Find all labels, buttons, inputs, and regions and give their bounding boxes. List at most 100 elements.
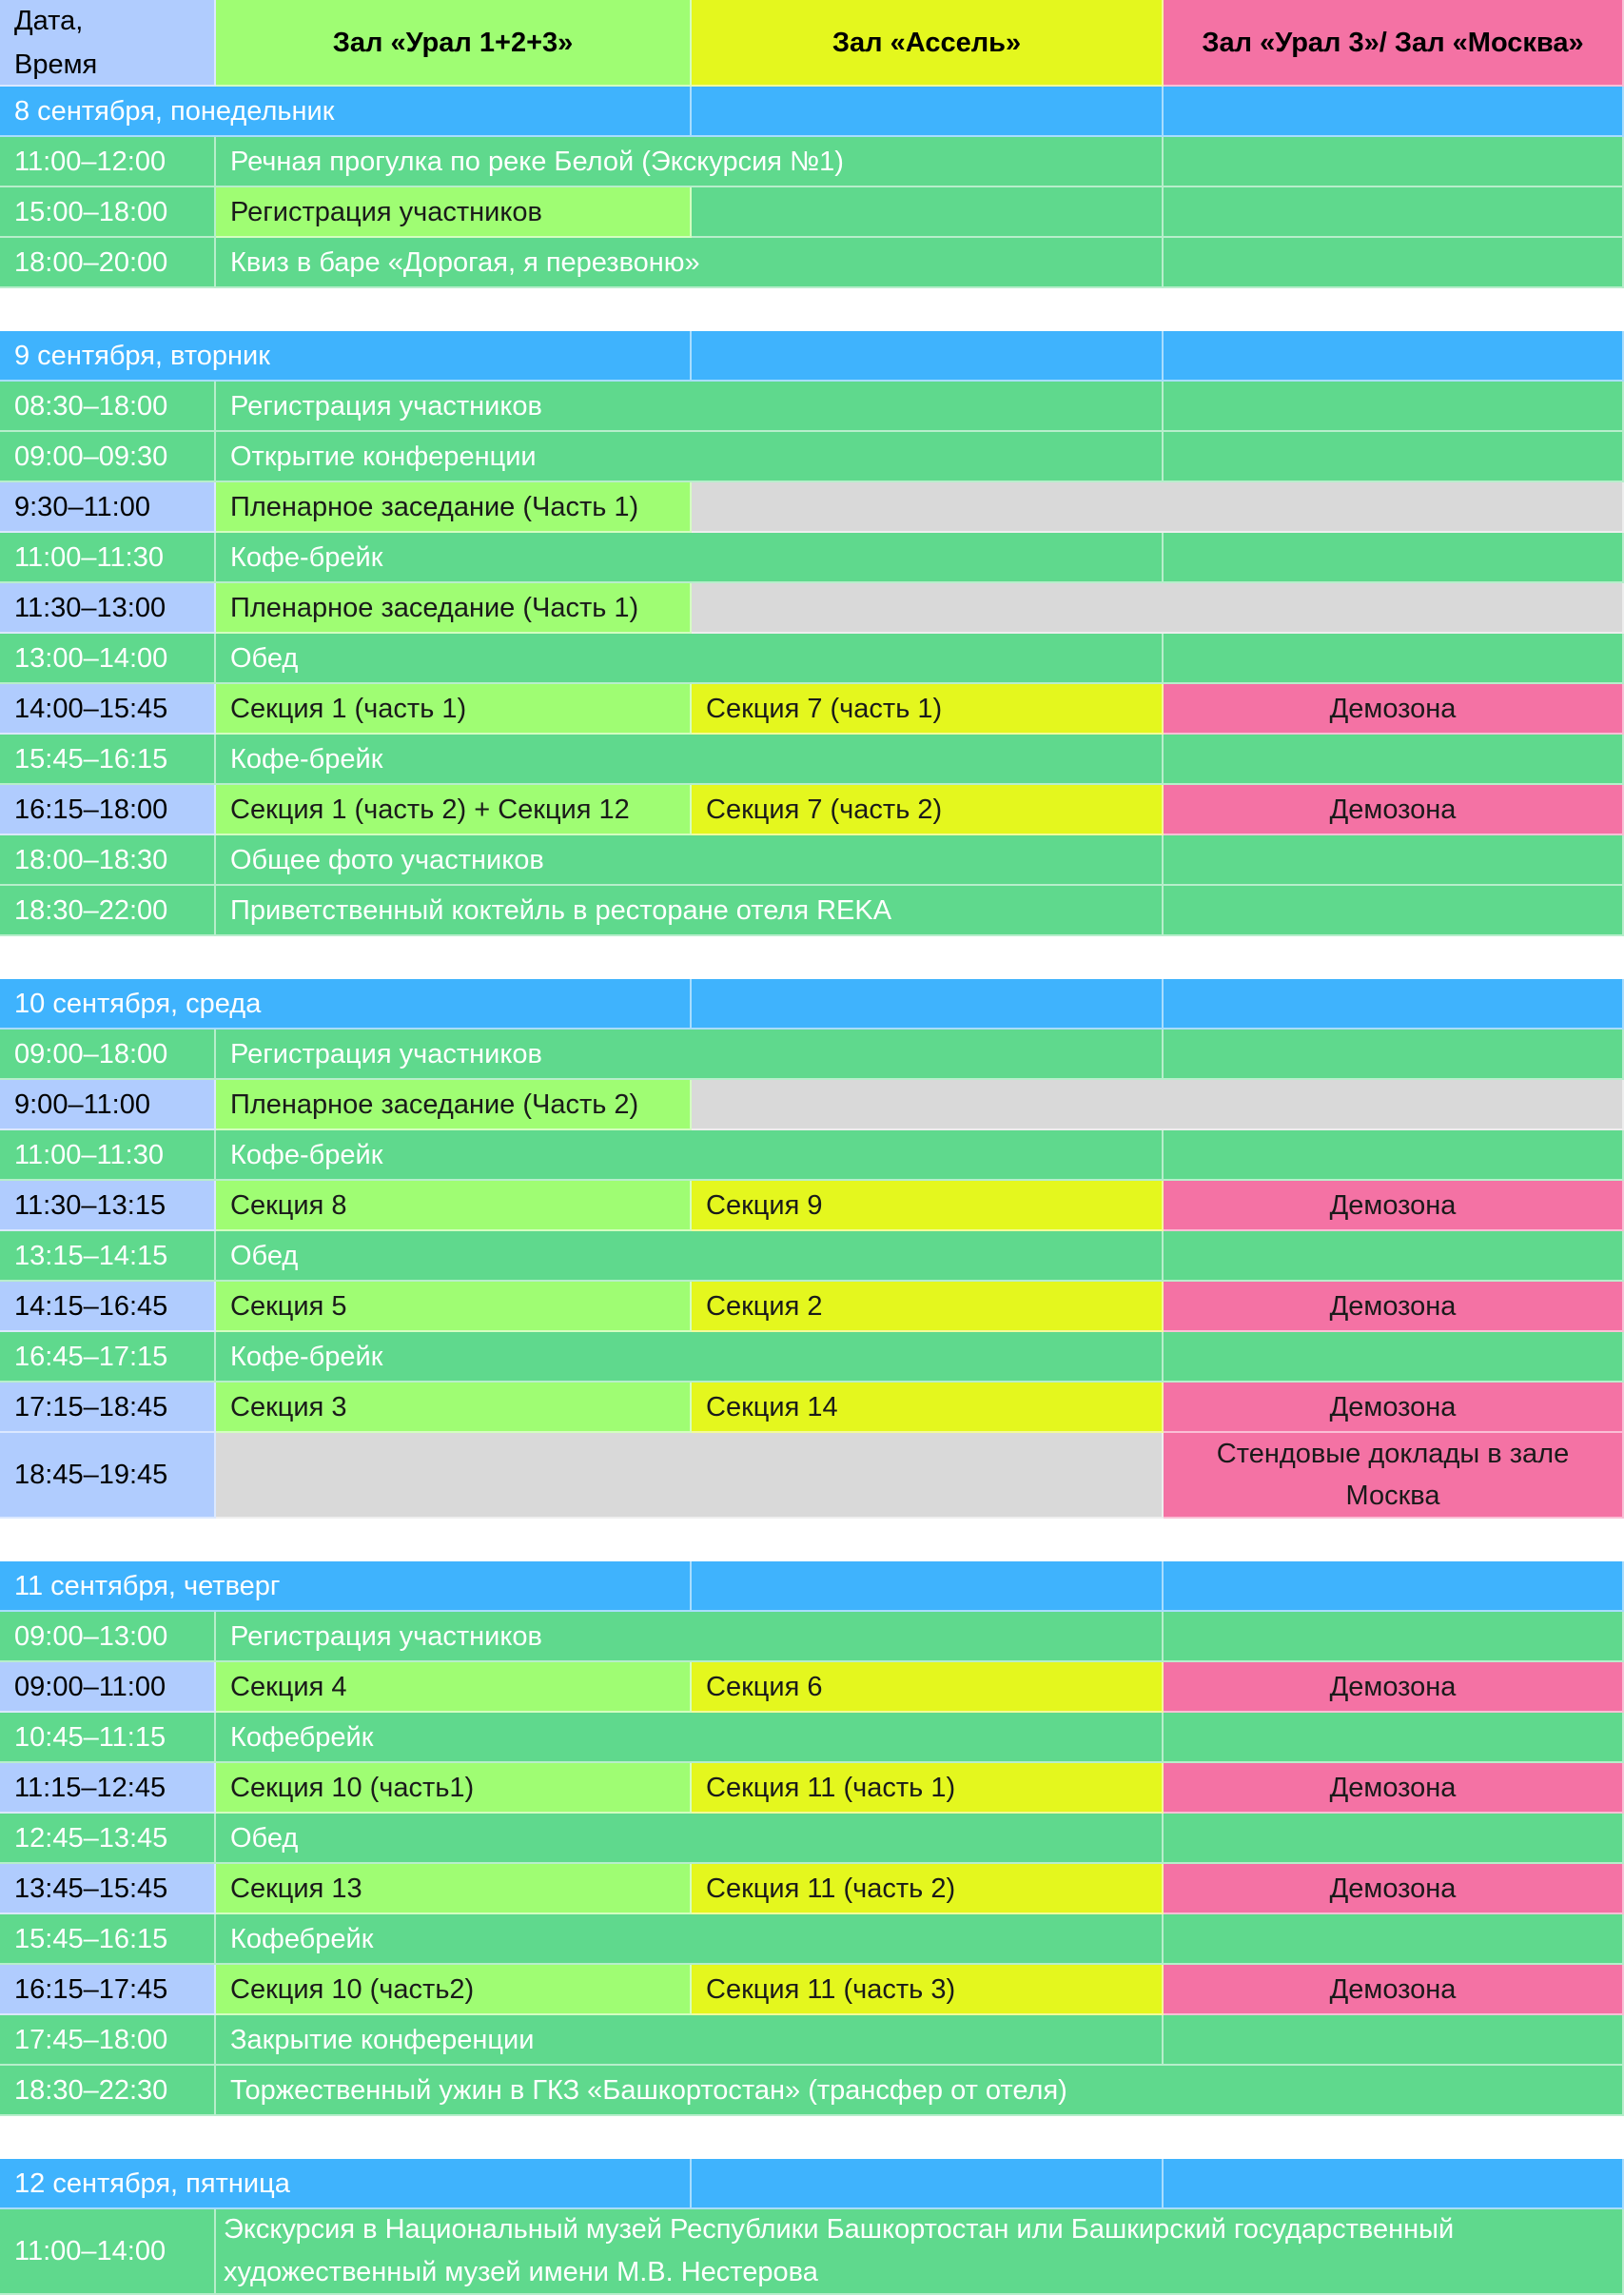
time-cell: 16:45–17:15 [0, 1332, 216, 1383]
event-cell: Регистрация участников [216, 1612, 1164, 1662]
day-header: 11 сентября, четверг [0, 1561, 692, 1612]
section-cell-ural: Секция 13 [216, 1864, 692, 1914]
empty-cell [1164, 1332, 1624, 1383]
section-cell-ural: Секция 3 [216, 1383, 692, 1433]
section-cell-ural: Секция 10 (часть1) [216, 1763, 692, 1814]
event-cell: Закрытие конференции [216, 2015, 1164, 2066]
demozone-cell: Демозона [1164, 1383, 1624, 1433]
time-cell: 11:00–12:00 [0, 137, 216, 187]
empty-cell [1164, 835, 1624, 886]
day-header-filler [692, 1561, 1164, 1612]
day-header-filler [692, 331, 1164, 382]
time-cell: 11:30–13:15 [0, 1181, 216, 1231]
time-cell: 18:45–19:45 [0, 1433, 216, 1519]
section-cell-assel: Секция 11 (часть 3) [692, 1965, 1164, 2015]
time-cell: 18:00–18:30 [0, 835, 216, 886]
day-header-filler [1164, 1561, 1624, 1612]
time-cell: 14:00–15:45 [0, 684, 216, 735]
day-header-filler [1164, 331, 1624, 382]
empty-cell [1164, 1914, 1624, 1965]
time-cell: 09:00–13:00 [0, 1612, 216, 1662]
time-cell: 11:30–13:00 [0, 583, 216, 634]
time-cell: 09:00–18:00 [0, 1030, 216, 1080]
event-cell: Обед [216, 1231, 1164, 1282]
event-cell: Обед [216, 634, 1164, 684]
empty-cell [1164, 886, 1624, 936]
empty-cell [1164, 382, 1624, 432]
section-cell-assel: Секция 7 (часть 1) [692, 684, 1164, 735]
time-cell: 09:00–09:30 [0, 432, 216, 482]
demozone-cell: Демозона [1164, 1282, 1624, 1332]
section-cell-assel: Секция 6 [692, 1662, 1164, 1713]
event-cell: Торжественный ужин в ГКЗ «Башкортостан» … [216, 2066, 1624, 2116]
demozone-cell: Демозона [1164, 1662, 1624, 1713]
event-cell: Квиз в баре «Дорогая, я перезвоню» [216, 238, 1164, 288]
demozone-cell: Демозона [1164, 1763, 1624, 1814]
header-datetime: Дата, Время [0, 0, 216, 87]
section-cell-ural: Секция 8 [216, 1181, 692, 1231]
time-cell: 15:00–18:00 [0, 187, 216, 238]
empty-cell [1164, 634, 1624, 684]
time-cell: 08:30–18:00 [0, 382, 216, 432]
day-header-filler [692, 87, 1164, 137]
event-cell: Кофе-брейк [216, 735, 1164, 785]
time-cell: 18:30–22:00 [0, 886, 216, 936]
section-cell-assel: Секция 2 [692, 1282, 1164, 1332]
event-cell: Регистрация участников [216, 187, 692, 238]
day-header: 8 сентября, понедельник [0, 87, 692, 137]
header-hall-ural: Зал «Урал 1+2+3» [216, 0, 692, 87]
empty-cell [692, 583, 1624, 634]
time-cell: 9:30–11:00 [0, 482, 216, 533]
time-cell: 11:00–14:00 [0, 2209, 216, 2295]
section-cell-ural: Секция 5 [216, 1282, 692, 1332]
time-cell: 14:15–16:45 [0, 1282, 216, 1332]
time-cell: 10:45–11:15 [0, 1713, 216, 1763]
event-cell: Речная прогулка по реке Белой (Экскурсия… [216, 137, 1164, 187]
demozone-cell: Демозона [1164, 785, 1624, 835]
time-cell: 15:45–16:15 [0, 735, 216, 785]
empty-cell [1164, 533, 1624, 583]
demozone-cell: Демозона [1164, 1181, 1624, 1231]
section-cell-ural: Секция 10 (часть2) [216, 1965, 692, 2015]
empty-cell [692, 1080, 1624, 1130]
time-cell: 13:00–14:00 [0, 634, 216, 684]
section-cell-assel: Секция 11 (часть 1) [692, 1763, 1164, 1814]
event-cell: Кофебрейк [216, 1713, 1164, 1763]
empty-cell [1164, 187, 1624, 238]
event-cell: Регистрация участников [216, 382, 1164, 432]
time-cell: 11:15–12:45 [0, 1763, 216, 1814]
empty-cell [1164, 1612, 1624, 1662]
empty-cell [1164, 1231, 1624, 1282]
poster-session-cell: Стендовые доклады в зале Москва [1164, 1433, 1624, 1519]
time-cell: 9:00–11:00 [0, 1080, 216, 1130]
empty-cell [1164, 735, 1624, 785]
header-hall-assel: Зал «Ассель» [692, 0, 1164, 87]
demozone-cell: Демозона [1164, 1864, 1624, 1914]
event-cell: Кофебрейк [216, 1914, 1164, 1965]
plenary-cell: Пленарное заседание (Часть 2) [216, 1080, 692, 1130]
section-cell-assel: Секция 14 [692, 1383, 1164, 1433]
section-cell-assel: Секция 7 (часть 2) [692, 785, 1164, 835]
day-header-filler [1164, 87, 1624, 137]
time-cell: 17:15–18:45 [0, 1383, 216, 1433]
section-cell-assel: Секция 9 [692, 1181, 1164, 1231]
demozone-cell: Демозона [1164, 1965, 1624, 2015]
empty-cell [1164, 432, 1624, 482]
day-header-filler [1164, 979, 1624, 1030]
section-cell-ural: Секция 1 (часть 1) [216, 684, 692, 735]
empty-cell [1164, 1130, 1624, 1181]
event-cell: Общее фото участников [216, 835, 1164, 886]
event-cell: Регистрация участников [216, 1030, 1164, 1080]
time-cell: 11:00–11:30 [0, 533, 216, 583]
time-cell: 11:00–11:30 [0, 1130, 216, 1181]
plenary-cell: Пленарное заседание (Часть 1) [216, 583, 692, 634]
event-cell: Кофе-брейк [216, 1130, 1164, 1181]
section-cell-ural: Секция 4 [216, 1662, 692, 1713]
plenary-cell: Пленарное заседание (Часть 1) [216, 482, 692, 533]
day-header-filler [692, 2159, 1164, 2209]
empty-cell [692, 187, 1164, 238]
empty-cell [1164, 2015, 1624, 2066]
empty-cell [1164, 137, 1624, 187]
empty-cell [1164, 1030, 1624, 1080]
